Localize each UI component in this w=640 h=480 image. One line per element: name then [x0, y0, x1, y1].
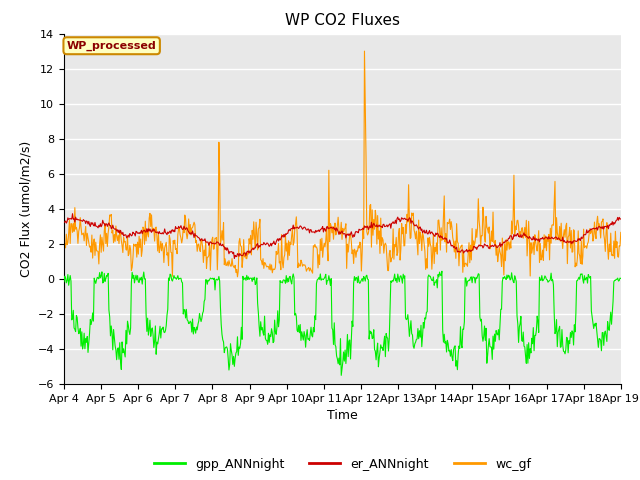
gpp_ANNnight	[214, 277, 221, 283]
gpp_ANNnight	[438, 268, 445, 274]
er_ANNnight	[412, 222, 419, 228]
gpp_ANNnight	[617, 276, 625, 281]
er_ANNnight	[128, 232, 136, 238]
gpp_ANNnight	[428, 276, 435, 282]
wc_gf	[127, 267, 135, 273]
gpp_ANNnight	[127, 280, 135, 286]
wc_gf	[360, 48, 368, 54]
Line: gpp_ANNnight: gpp_ANNnight	[64, 271, 621, 375]
Line: wc_gf: wc_gf	[64, 51, 621, 277]
er_ANNnight	[230, 256, 238, 262]
wc_gf	[214, 267, 221, 273]
er_ANNnight	[68, 211, 76, 216]
gpp_ANNnight	[184, 318, 192, 324]
er_ANNnight	[214, 240, 222, 245]
wc_gf	[70, 228, 78, 234]
Line: er_ANNnight: er_ANNnight	[64, 214, 621, 259]
wc_gf	[428, 266, 436, 272]
wc_gf	[234, 274, 241, 280]
gpp_ANNnight	[337, 372, 345, 378]
gpp_ANNnight	[70, 325, 78, 331]
Legend: gpp_ANNnight, er_ANNnight, wc_gf: gpp_ANNnight, er_ANNnight, wc_gf	[148, 453, 536, 476]
er_ANNnight	[185, 229, 193, 235]
wc_gf	[184, 230, 192, 236]
Title: WP CO2 Fluxes: WP CO2 Fluxes	[285, 13, 400, 28]
gpp_ANNnight	[411, 341, 419, 347]
er_ANNnight	[428, 229, 436, 235]
wc_gf	[412, 236, 419, 242]
er_ANNnight	[617, 216, 625, 222]
er_ANNnight	[60, 219, 68, 225]
er_ANNnight	[71, 219, 79, 225]
wc_gf	[617, 229, 625, 235]
wc_gf	[60, 258, 68, 264]
X-axis label: Time: Time	[327, 409, 358, 422]
gpp_ANNnight	[60, 279, 68, 285]
Text: WP_processed: WP_processed	[67, 41, 157, 51]
Y-axis label: CO2 Flux (umol/m2/s): CO2 Flux (umol/m2/s)	[19, 141, 32, 277]
